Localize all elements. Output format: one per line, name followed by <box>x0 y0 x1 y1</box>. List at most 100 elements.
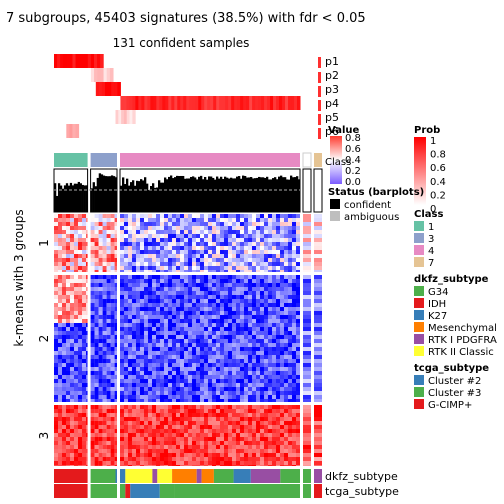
side-heatmap-cell <box>314 214 322 218</box>
heatmap-cell <box>264 218 268 222</box>
heatmap-cell <box>156 311 160 315</box>
heatmap-cell <box>212 421 216 425</box>
heatmap-cell <box>248 379 252 383</box>
heatmap-cell <box>58 445 62 449</box>
heatmap-cell <box>236 218 240 222</box>
heatmap-cell <box>136 405 140 409</box>
heatmap-cell <box>164 262 168 266</box>
heatmap-cell <box>74 226 78 230</box>
heatmap-cell <box>144 331 148 335</box>
heatmap-cell <box>82 279 86 283</box>
heatmap-cell <box>240 359 244 363</box>
side-heatmap-cell <box>303 465 311 466</box>
heatmap-cell <box>58 222 62 226</box>
heatmap-cell <box>212 335 216 339</box>
heatmap-cell <box>98 335 103 339</box>
heatmap-cell <box>94 391 99 395</box>
heatmap-cell <box>240 222 244 226</box>
heatmap-cell <box>90 266 95 270</box>
heatmap-cell <box>120 311 124 315</box>
heatmap-cell <box>208 445 212 449</box>
heatmap-cell <box>196 258 200 262</box>
heatmap-cell <box>284 399 288 402</box>
heatmap-cell <box>256 242 260 246</box>
heatmap-cell <box>208 222 212 226</box>
heatmap-cell <box>156 295 160 299</box>
heatmap-cell <box>102 218 107 222</box>
heatmap-cell <box>140 375 144 379</box>
heatmap-cell <box>260 275 264 279</box>
heatmap-cell <box>70 387 74 391</box>
heatmap-cell <box>102 363 107 367</box>
heatmap-cell <box>156 457 160 461</box>
heatmap-cell <box>180 295 184 299</box>
heatmap-cell <box>228 291 232 295</box>
side-heatmap-cell <box>314 417 322 421</box>
heatmap-cell <box>216 399 220 402</box>
heatmap-cell <box>78 262 82 266</box>
heatmap-cell <box>232 351 236 355</box>
heatmap-cell <box>148 461 152 465</box>
prob-cell <box>103 68 108 82</box>
heatmap-cell <box>264 254 268 258</box>
heatmap-cell <box>200 339 204 343</box>
heatmap-cell <box>66 230 70 234</box>
heatmap-cell <box>188 449 192 453</box>
prob-cell <box>126 110 131 124</box>
heatmap-cell <box>180 421 184 425</box>
heatmap-cell <box>212 315 216 319</box>
heatmap-cell <box>160 299 164 303</box>
heatmap-cell <box>54 246 58 250</box>
heatmap-cell <box>256 433 260 437</box>
heatmap-cell <box>216 355 220 359</box>
heatmap-cell <box>144 367 148 371</box>
heatmap-cell <box>102 425 107 429</box>
heatmap-cell <box>152 355 156 359</box>
heatmap-cell <box>184 399 188 402</box>
heatmap-cell <box>268 242 272 246</box>
heatmap-cell <box>268 287 272 291</box>
heatmap-cell <box>204 303 208 307</box>
heatmap-cell <box>244 230 248 234</box>
legends: Prob10.80.60.40.20Value0.80.60.40.20.0St… <box>325 125 497 411</box>
heatmap-cell <box>70 307 74 311</box>
heatmap-cell <box>66 347 70 351</box>
heatmap-cell <box>228 226 232 230</box>
heatmap-cell <box>244 307 248 311</box>
heatmap-cell <box>220 433 224 437</box>
heatmap-cell <box>110 287 115 291</box>
heatmap-cell <box>236 429 240 433</box>
heatmap-cell <box>220 279 224 283</box>
heatmap-cell <box>86 383 88 387</box>
heatmap-cell <box>144 323 148 327</box>
heatmap-cell <box>256 399 260 402</box>
heatmap-cell <box>272 355 276 359</box>
side-heatmap-cell <box>303 457 311 461</box>
heatmap-cell <box>78 347 82 351</box>
heatmap-cell <box>98 437 103 441</box>
heatmap-cell <box>132 409 136 413</box>
heatmap-cell <box>86 250 88 254</box>
heatmap-cell <box>268 246 272 250</box>
silhouette-bar <box>240 178 243 212</box>
heatmap-cell <box>196 453 200 457</box>
bottom-annotation-label: tcga_subtype <box>325 485 399 498</box>
heatmap-cell <box>228 335 232 339</box>
heatmap-cell <box>82 266 86 270</box>
heatmap-cell <box>204 242 208 246</box>
prob-cell <box>106 68 111 82</box>
heatmap-cell <box>74 399 78 402</box>
heatmap-cell <box>58 327 62 331</box>
heatmap-cell <box>268 417 272 421</box>
heatmap-cell <box>184 246 188 250</box>
heatmap-cell <box>160 327 164 331</box>
heatmap-cell <box>172 387 176 391</box>
heatmap-cell <box>276 246 280 250</box>
heatmap-cell <box>176 429 180 433</box>
heatmap-cell <box>98 238 103 242</box>
heatmap-cell <box>156 315 160 319</box>
heatmap-cell <box>200 238 204 242</box>
heatmap-cell <box>124 375 128 379</box>
heatmap-cell <box>224 351 228 355</box>
heatmap-cell <box>106 311 111 315</box>
